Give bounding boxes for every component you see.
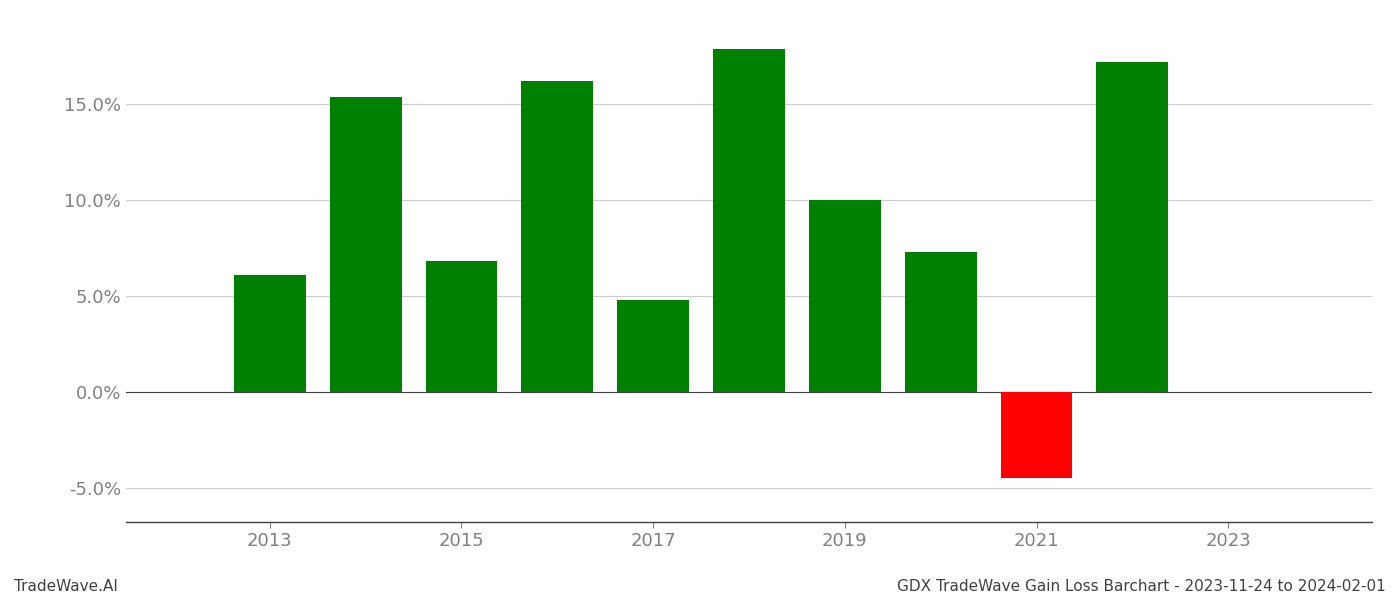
Bar bbox=[1001, 392, 1072, 478]
Bar bbox=[426, 262, 497, 392]
Bar bbox=[809, 200, 881, 392]
Bar bbox=[521, 81, 594, 392]
Bar bbox=[713, 49, 785, 392]
Bar bbox=[904, 252, 977, 392]
Bar bbox=[234, 275, 305, 392]
Bar bbox=[1096, 62, 1169, 392]
Text: GDX TradeWave Gain Loss Barchart - 2023-11-24 to 2024-02-01: GDX TradeWave Gain Loss Barchart - 2023-… bbox=[897, 579, 1386, 594]
Bar bbox=[617, 300, 689, 392]
Text: TradeWave.AI: TradeWave.AI bbox=[14, 579, 118, 594]
Bar bbox=[329, 97, 402, 392]
